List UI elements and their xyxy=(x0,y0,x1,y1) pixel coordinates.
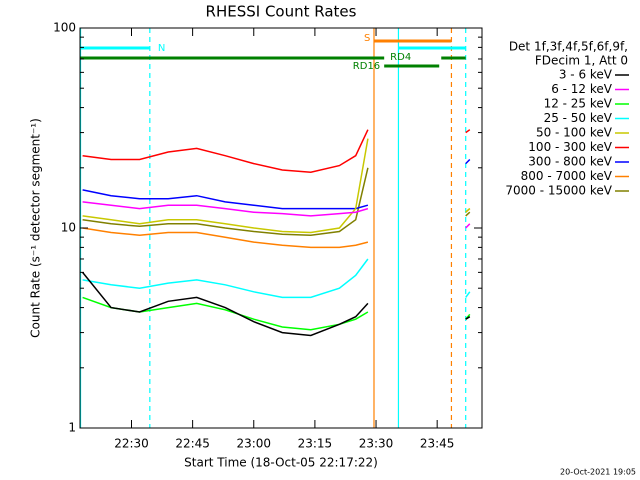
legend-label: 6 - 12 keV xyxy=(551,82,613,96)
interval-label: RD16 xyxy=(353,61,380,72)
legend-label: 12 - 25 keV xyxy=(544,97,613,111)
series-line xyxy=(82,138,471,234)
series-line xyxy=(82,129,471,173)
legend-label: 50 - 100 keV xyxy=(536,126,613,140)
legend-label: 7000 - 15000 keV xyxy=(505,184,612,198)
y-tick-label: 100 xyxy=(53,21,76,35)
series-line xyxy=(82,258,471,299)
legend-label: 3 - 6 keV xyxy=(559,68,613,82)
x-tick-label: 22:30 xyxy=(114,437,149,451)
y-axis-label: Count Rate (s⁻¹ detector segment⁻¹) xyxy=(29,118,43,338)
legend-label: 25 - 50 keV xyxy=(544,111,613,125)
x-tick-label: 23:15 xyxy=(298,437,333,451)
series-line xyxy=(82,201,471,229)
legend-header: FDecim 1, Att 0 xyxy=(535,54,628,68)
footer: 20-Oct-2021 19:05 xyxy=(560,468,636,477)
legend-label: 300 - 800 keV xyxy=(528,155,612,169)
x-tick-label: 23:30 xyxy=(359,437,394,451)
interval-label: RD4 xyxy=(390,52,411,63)
y-tick-label: 1 xyxy=(68,421,76,435)
x-tick-label: 23:00 xyxy=(236,437,271,451)
legend-label: 100 - 300 keV xyxy=(528,140,612,154)
series-line xyxy=(82,271,471,337)
y-tick-label: 10 xyxy=(61,221,76,235)
series-line xyxy=(82,208,471,249)
series-line xyxy=(82,296,471,331)
interval-label: S xyxy=(364,33,370,44)
series-line xyxy=(82,167,471,236)
legend-header: Det 1f,3f,4f,5f,6f,9f, xyxy=(509,40,628,54)
interval-label: N xyxy=(158,43,165,54)
series-line xyxy=(82,158,471,210)
legend-label: 800 - 7000 keV xyxy=(521,169,613,183)
x-axis-label: Start Time (18-Oct-05 22:17:22) xyxy=(184,456,378,470)
chart-title: RHESSI Count Rates xyxy=(206,3,357,21)
x-tick-label: 22:45 xyxy=(175,437,210,451)
plot-frame xyxy=(79,27,483,429)
x-tick-label: 23:45 xyxy=(420,437,455,451)
